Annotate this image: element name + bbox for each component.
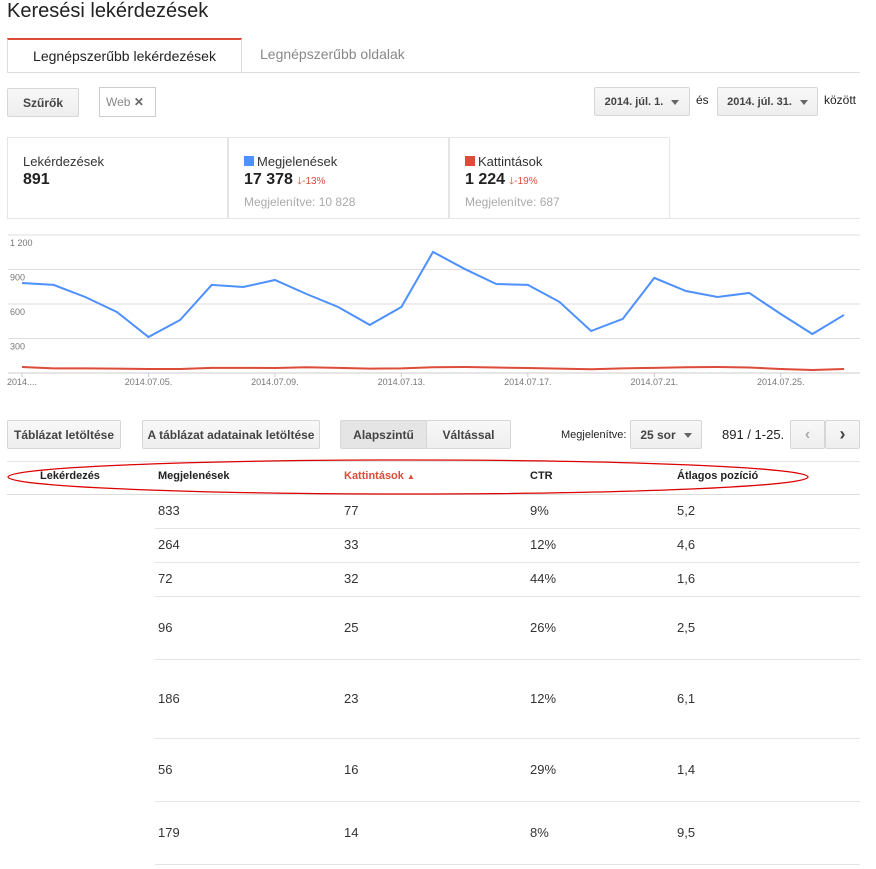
table-cell: 1,4 [677, 761, 696, 777]
table-cell: 25 [344, 619, 359, 635]
tab[interactable]: Legnépszerűbb oldalak [260, 46, 405, 62]
stat-label: Kattintások [478, 154, 543, 169]
stat-value: 891 [23, 171, 50, 188]
x-tick-label: 2014.07.13. [378, 377, 426, 387]
table-cell: 4,6 [677, 537, 696, 552]
table-cell: 23 [344, 690, 359, 706]
y-tick-label: 300 [10, 342, 25, 352]
x-tick-label: 2014.... [7, 377, 37, 387]
download-button[interactable]: Táblázat letöltése [7, 420, 121, 449]
table-cell: 16 [344, 761, 359, 777]
table-cell: 5,2 [677, 503, 696, 518]
stat-value: 1 224 [465, 171, 506, 188]
x-tick-label: 2014.07.09. [251, 377, 299, 387]
x-tick-label: 2014.07.05. [125, 377, 173, 387]
y-tick-label: 900 [10, 273, 25, 283]
table-cell: 77 [344, 503, 359, 518]
column-header[interactable]: Kattintások ▲ [344, 470, 415, 482]
rows-select[interactable]: 25 sor [630, 420, 702, 449]
filter-button[interactable]: Szűrők [7, 88, 79, 117]
chip-text: Web [106, 95, 131, 109]
tab-line [7, 72, 860, 73]
table-cell: 44% [530, 571, 557, 586]
highlight-ellipse [7, 459, 809, 495]
column-header[interactable]: Lekérdezés [40, 470, 100, 482]
prev-button[interactable]: ‹ [790, 420, 825, 449]
row-line [155, 528, 860, 529]
switch-toggle[interactable]: Váltással [426, 420, 511, 449]
stat-card: Lekérdezések 891 [7, 137, 228, 219]
table-cell: 179 [158, 824, 180, 840]
divider [670, 218, 860, 219]
basic-toggle[interactable]: Alapszintű [340, 420, 427, 449]
table-cell: 264 [158, 537, 180, 552]
y-tick-label: 1 200 [10, 238, 33, 248]
table-cell: 96 [158, 619, 173, 635]
row-line [155, 596, 860, 597]
x-tick-label: 2014.07.21. [631, 377, 679, 387]
date-to[interactable]: 2014. júl. 31. [717, 87, 818, 116]
next-button[interactable]: › [825, 420, 860, 449]
legend-swatch [244, 156, 254, 166]
table-cell: 1,6 [677, 571, 696, 586]
row-line [155, 562, 860, 563]
row-line [155, 659, 860, 660]
table-cell: 26% [530, 619, 557, 635]
show-label: Megjelenítve: [561, 429, 627, 441]
stat-label: Megjelenések [257, 154, 338, 169]
stat-card[interactable]: Megjelenések 17 378 🡓-13% Megjelenítve: 1… [228, 137, 449, 219]
stat-change: -13% [302, 176, 326, 187]
stat-label: Lekérdezések [23, 154, 104, 169]
y-tick-label: 600 [10, 307, 25, 317]
table-cell: 29% [530, 761, 557, 777]
page-title: Keresési lekérdezések [7, 0, 209, 22]
stat-shown: Megjelenítve: 687 [465, 195, 560, 209]
line-chart: 1 200 900 600 300 2014.... 2014.07.05. 2014.07… [7, 234, 860, 387]
table-cell: 56 [158, 761, 173, 777]
column-header[interactable]: CTR [530, 470, 553, 482]
row-line [155, 864, 860, 865]
filter-chip[interactable]: Web ✕ [99, 87, 156, 117]
stat-card[interactable]: Kattintások 1 224 🡓-19% Megjelenítve: 687 [449, 137, 670, 219]
table-cell: 32 [344, 571, 359, 586]
table-cell: 186 [158, 690, 180, 706]
between-text: között [824, 93, 857, 107]
x-tick-label: 2014.07.25. [757, 377, 805, 387]
download-data-button[interactable]: A táblázat adatainak letöltése [142, 420, 320, 449]
page-range: 891 / 1-25. [722, 427, 785, 442]
stat-change: -19% [514, 176, 538, 187]
series-line [21, 250, 845, 339]
row-line [155, 738, 860, 739]
legend-swatch [465, 156, 475, 166]
date-from[interactable]: 2014. júl. 1. [594, 87, 690, 116]
stat-value: 17 378 [244, 171, 293, 188]
column-header[interactable]: Megjelenések [158, 470, 230, 482]
table-cell: 2,5 [677, 619, 696, 635]
table-cell: 14 [344, 824, 359, 840]
table-cell: 833 [158, 503, 180, 518]
table-cell: 12% [530, 537, 557, 552]
table-top [7, 461, 860, 462]
table-cell: 33 [344, 537, 359, 552]
stat-shown: Megjelenítve: 10 828 [244, 195, 356, 209]
and-text: és [696, 93, 709, 107]
annotation-layer [7, 459, 809, 495]
row-line [155, 801, 860, 802]
table-cell: 12% [530, 690, 557, 706]
table-cell: 9,5 [677, 824, 696, 840]
table-cell: 8% [530, 824, 549, 840]
table-cell: 6,1 [677, 690, 696, 706]
tab[interactable]: Legnépszerűbb lekérdezések [7, 38, 242, 72]
column-header[interactable]: Átlagos pozíció [677, 470, 759, 482]
table-cell: 72 [158, 571, 173, 586]
x-tick-label: 2014.07.17. [504, 377, 552, 387]
series-line [21, 366, 845, 372]
table-cell: 9% [530, 503, 549, 518]
